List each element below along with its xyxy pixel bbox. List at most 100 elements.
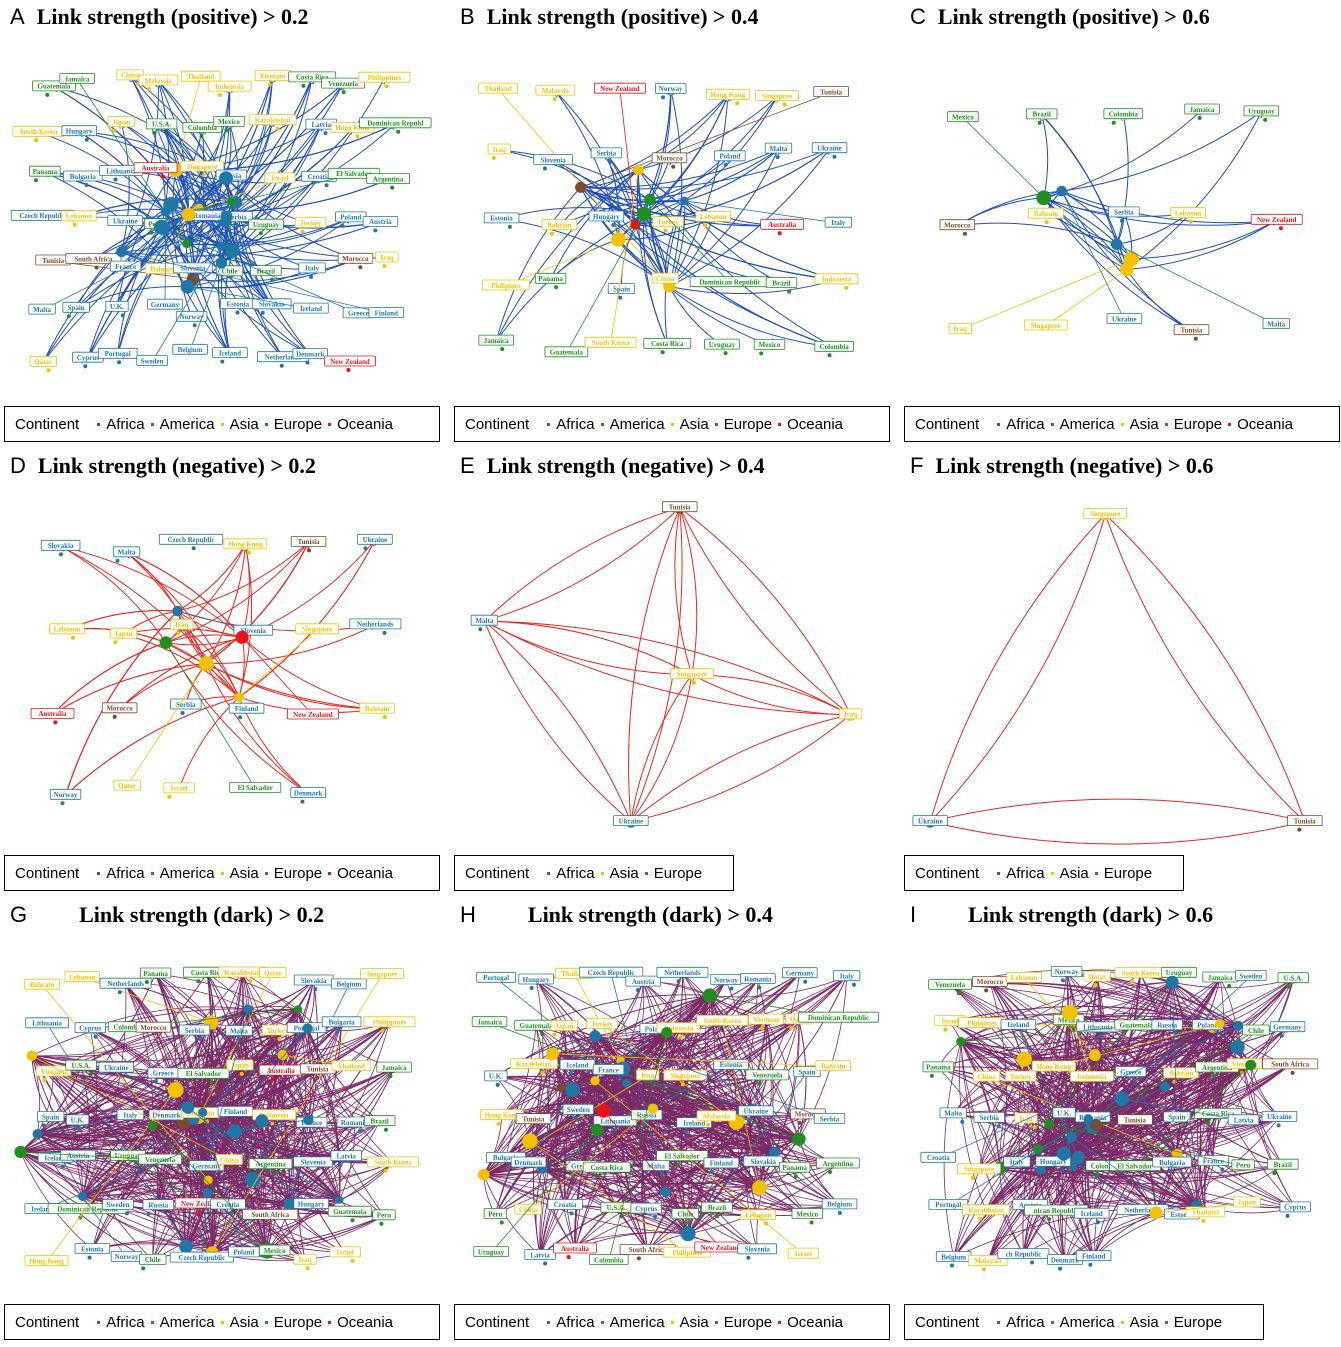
node-label-text: South Africa (251, 1211, 289, 1219)
node-label-text: Tunisia (1124, 1117, 1146, 1125)
node-label: South Africa (243, 1209, 298, 1219)
network-edge (206, 542, 308, 663)
node-label: Singapore (671, 669, 714, 679)
node-label-text: Germany (1273, 1024, 1302, 1032)
legend-key: Asia (1051, 865, 1089, 882)
node-label: Italy (299, 263, 326, 273)
node-dot (182, 1101, 195, 1114)
node-dot (530, 986, 534, 990)
legend-label: Oceania (337, 416, 393, 433)
node-dot (787, 290, 791, 294)
node-label-text: Portugal (935, 1201, 961, 1209)
node-label: Ukraine (358, 534, 393, 544)
node-dot (198, 1108, 207, 1117)
node-label-text: South Korea (374, 1159, 412, 1167)
network-edge (1044, 110, 1202, 198)
node-dot (112, 129, 116, 133)
node-label: Malta (940, 1108, 967, 1118)
node-label-text: New Zealand (1257, 216, 1297, 224)
node-label: Denmark (511, 1157, 546, 1167)
node-label: Jamaica (1185, 104, 1220, 114)
node-label-text: Slovenia (745, 1246, 771, 1254)
node-label: Ukraine (1262, 1111, 1297, 1121)
node-label: New Zealand (594, 83, 645, 93)
node-dot (1130, 980, 1134, 984)
node-label-text: Greece (1120, 1068, 1141, 1076)
node-label: Serbia (974, 1112, 1005, 1122)
node-label: Costa Rica (583, 1162, 630, 1172)
node-label-text: Italy (123, 1111, 138, 1119)
network-edge (680, 508, 851, 715)
node-label-text: Malaysia (703, 1113, 731, 1121)
node-label-text: Jamaica (1208, 974, 1233, 982)
node-dot (508, 225, 512, 229)
node-dot (88, 1256, 92, 1260)
node-label-text: Italy (840, 973, 855, 981)
node-label-text: Vietnam (753, 1016, 779, 1024)
node-label: El Salvador (657, 1151, 708, 1161)
node-dot (302, 84, 306, 88)
node-dot (778, 231, 782, 235)
node-label-text: Norway (180, 313, 204, 321)
node-dot (1111, 239, 1123, 251)
network-edge (239, 545, 252, 697)
node-label-text: Peru (377, 1212, 391, 1220)
legend-key: Asia (601, 865, 639, 882)
legend-key: Europe (265, 416, 322, 433)
node-dot (363, 546, 367, 550)
node-dot (692, 681, 696, 685)
node-label-text: Lebanon (1175, 210, 1202, 218)
node-label-text: Guatemala (520, 1022, 554, 1030)
node-dot (748, 1118, 752, 1122)
node-label-text: Philippines (373, 1019, 407, 1027)
node-label-text: Ukraine (744, 1108, 769, 1116)
node-label: Kazakhstan (219, 967, 266, 977)
node-label-text: China (121, 72, 140, 80)
node-label-text: Indonesia (822, 276, 852, 284)
node-label-text: Japan (555, 1022, 573, 1030)
node-label: Ukraine (108, 216, 143, 226)
node-label: New Zealand (287, 709, 338, 719)
legend-label: Africa (1006, 1314, 1044, 1331)
panel-letter: D (10, 453, 26, 478)
node-dot (569, 1072, 573, 1076)
node-label: Hungary (294, 1199, 329, 1209)
node-label: Estonia (714, 1059, 749, 1069)
node-label-text: Denmark (296, 350, 324, 358)
node-label: Japan (227, 1060, 254, 1070)
node-label-text: Mexico (759, 341, 781, 349)
node-label: Turkey (587, 1019, 618, 1029)
legend-swatch (715, 1321, 718, 1324)
node-label: Italy (1004, 1157, 1031, 1167)
node-dot (1094, 983, 1098, 987)
node-label: Thailand (332, 1061, 371, 1071)
node-label: Cyprus (1280, 1202, 1311, 1212)
node-label: Mexico (792, 1209, 823, 1219)
node-label-text: Finland (375, 309, 398, 317)
node-label: U.K. (106, 301, 128, 311)
node-dot (684, 1221, 688, 1225)
node-dot (224, 128, 228, 132)
node-dot (280, 364, 284, 368)
node-label: Malta (226, 1026, 253, 1036)
legend-key: Oceania (328, 416, 393, 433)
edges (957, 110, 1276, 331)
node-label: Norway (111, 1251, 142, 1261)
network-edge (675, 508, 692, 675)
node-label-text: Cyprus (1284, 1204, 1306, 1212)
node-dot (236, 631, 249, 644)
node-label-text: Malta (770, 145, 788, 153)
node-label: Vietnam (749, 1014, 784, 1024)
node-dot (248, 979, 252, 983)
node-dot (597, 1174, 601, 1178)
legend-key: Europe (265, 1314, 322, 1331)
node-label-text: Greece (348, 310, 369, 318)
node-label: Belgium (332, 979, 367, 989)
node-label: Jamaica (472, 1017, 507, 1027)
node-dot (1084, 1114, 1093, 1123)
legend-key: Africa (97, 865, 144, 882)
node-label: Tunisia (1118, 1115, 1153, 1125)
node-dot (552, 1033, 556, 1037)
